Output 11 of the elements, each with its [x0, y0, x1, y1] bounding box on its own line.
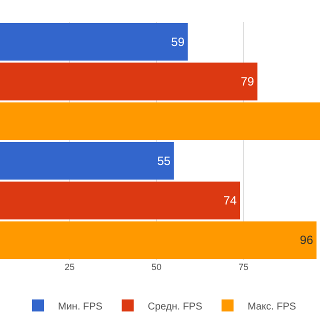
x-tick-label: 25: [64, 262, 75, 272]
legend-label: Макс. FPS: [248, 301, 296, 312]
data-label: 74: [223, 194, 237, 208]
data-label: 96: [300, 233, 314, 248]
legend-label: Средн. FPS: [148, 301, 203, 312]
x-tick-label: 75: [238, 262, 248, 272]
data-label: 59: [171, 34, 185, 49]
data-label: 79: [240, 74, 254, 88]
data-label: 55: [157, 154, 171, 168]
legend-label: Мин. FPS: [58, 301, 103, 312]
x-tick-label: 50: [152, 262, 162, 272]
